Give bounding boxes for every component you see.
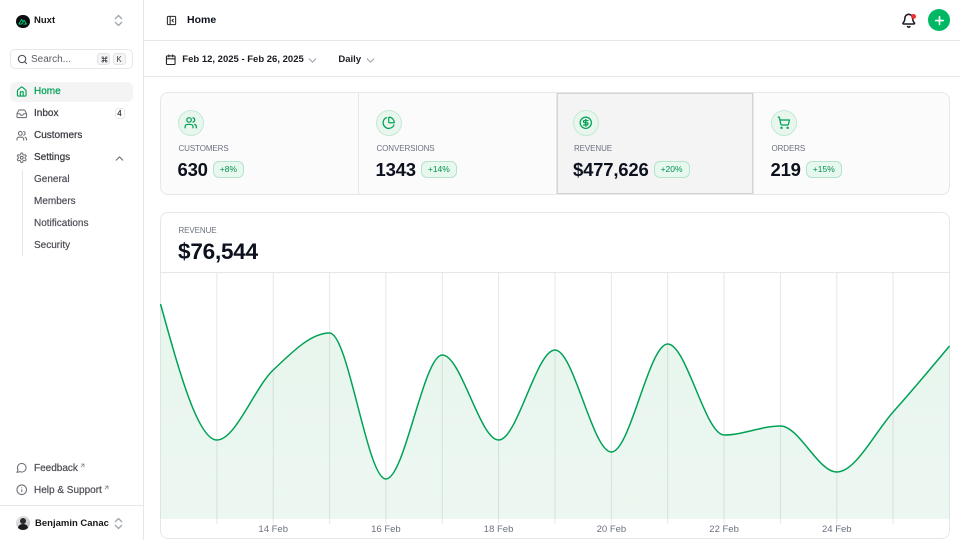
svg-text:16 Feb: 16 Feb: [371, 524, 401, 535]
svg-text:14 Feb: 14 Feb: [258, 524, 288, 535]
svg-text:22 Feb: 22 Feb: [709, 524, 739, 535]
svg-text:18 Feb: 18 Feb: [484, 524, 514, 535]
svg-text:20 Feb: 20 Feb: [597, 524, 627, 535]
svg-text:24 Feb: 24 Feb: [822, 524, 852, 535]
